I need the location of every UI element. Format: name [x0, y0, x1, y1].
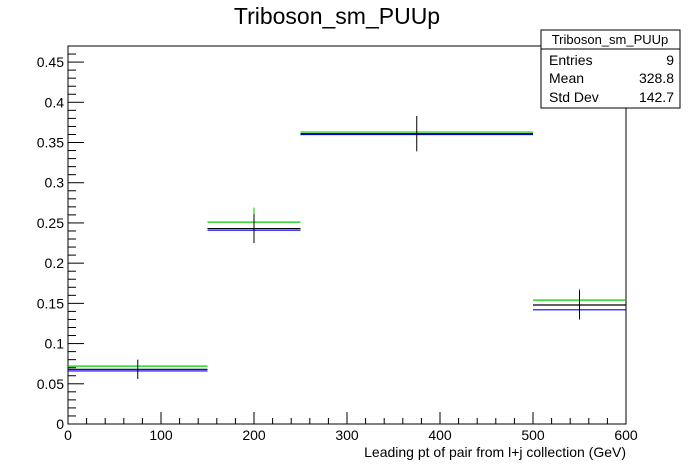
stats-box: Triboson_sm_PUUp Entries 9 Mean 328.8 St…: [540, 29, 681, 109]
stats-mean-label: Mean: [549, 70, 584, 86]
stats-entries-label: Entries: [549, 52, 593, 68]
x-tick-label: 200: [242, 427, 266, 443]
x-axis-label: Leading pt of pair from l+j collection (…: [364, 444, 626, 460]
y-tick-label: 0.1: [45, 336, 65, 352]
y-tick-label: 0.05: [37, 376, 64, 392]
x-tick-label: 100: [149, 427, 173, 443]
y-tick-label: 0.35: [37, 135, 64, 151]
stats-entries-value: 9: [666, 52, 674, 68]
x-tick-label: 500: [521, 427, 545, 443]
stats-box-title: Triboson_sm_PUUp: [552, 32, 669, 47]
x-tick-label: 400: [428, 427, 452, 443]
stats-stddev-label: Std Dev: [549, 89, 599, 105]
y-tick-label: 0.25: [37, 215, 64, 231]
stats-box-frame: [540, 29, 681, 109]
x-tick-label: 600: [614, 427, 638, 443]
stats-mean-value: 328.8: [639, 70, 674, 86]
stats-stddev-value: 142.7: [639, 89, 674, 105]
y-tick-label: 0.45: [37, 54, 64, 70]
x-tick-label: 300: [335, 427, 359, 443]
y-tick-label: 0.4: [45, 94, 65, 110]
series-layer: [68, 115, 626, 379]
y-axis: 0 0.05 0.1 0.15 0.2 0.25 0.3 0.35 0.4 0.45: [37, 45, 84, 432]
y-tick-label: 0.15: [37, 295, 64, 311]
x-axis: 0 100 200 300 400 500 600: [64, 412, 638, 443]
y-tick-label: 0.3: [45, 175, 65, 191]
y-tick-label: 0: [56, 416, 64, 432]
chart-title: Triboson_sm_PUUp: [234, 3, 440, 29]
x-tick-label: 0: [64, 427, 72, 443]
y-tick-label: 0.2: [45, 255, 65, 271]
